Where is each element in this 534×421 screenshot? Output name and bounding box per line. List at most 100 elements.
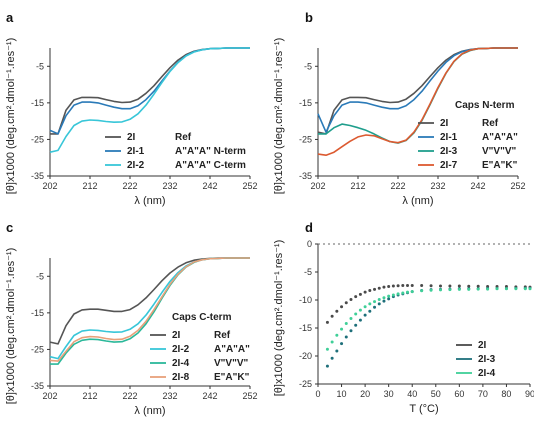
data-point — [410, 290, 414, 294]
y-tick-label: -25 — [299, 379, 312, 389]
y-tick-label: -10 — [299, 295, 312, 305]
series-2i-7 — [317, 47, 518, 156]
legend-series-name: 2I-7 — [440, 160, 458, 171]
y-tick-label: -35 — [299, 171, 312, 181]
y-tick-label: -35 — [31, 171, 44, 181]
data-point — [420, 283, 424, 287]
data-point — [523, 287, 527, 291]
series-2i-4 — [325, 287, 532, 351]
data-point — [514, 287, 518, 291]
data-point — [368, 309, 372, 313]
y-tick-label: -25 — [31, 134, 44, 144]
data-point — [387, 285, 391, 289]
data-point — [330, 314, 334, 318]
x-tick-label: 202 — [42, 181, 57, 191]
x-tick-label: 232 — [162, 391, 177, 401]
legend-series-name: 2I-4 — [172, 358, 190, 369]
x-tick-label: 20 — [360, 389, 370, 399]
y-tick-label: -25 — [299, 134, 312, 144]
x-tick-label: 212 — [350, 181, 365, 191]
x-tick-label: 60 — [454, 389, 464, 399]
series-2i-1 — [49, 47, 250, 135]
data-point — [391, 293, 395, 297]
data-point — [373, 305, 377, 309]
data-point — [406, 290, 410, 294]
data-point — [349, 297, 353, 301]
series-2i — [325, 283, 532, 324]
data-point — [363, 313, 367, 317]
y-tick-label: -15 — [31, 308, 44, 318]
data-point — [504, 287, 508, 291]
data-point — [476, 287, 480, 291]
data-point — [391, 284, 395, 288]
series-line-2i-2 — [49, 47, 250, 153]
data-point — [344, 301, 348, 305]
x-tick-label: 212 — [82, 181, 97, 191]
legend-series-label: A"A"A" — [214, 344, 250, 355]
series-line-2i-7 — [317, 47, 518, 156]
data-point — [373, 300, 377, 304]
data-point — [335, 333, 339, 337]
data-point — [382, 296, 386, 300]
chart-panel-c: c 202 212 222 232 242 252 -5 -15 -25 -35 λ (nm) [θ]x… — [5, 220, 258, 417]
legend-series-name: 2I-3 — [478, 354, 496, 365]
panel-letter-b: b — [305, 10, 313, 25]
y-tick-label: -5 — [304, 267, 312, 277]
y-axis-label: [θ]x1000 (deg.cm².dmol⁻¹.res⁻¹) — [5, 38, 17, 195]
data-point — [438, 288, 442, 292]
y-tick-label: 0 — [307, 239, 312, 249]
legend-series-label: V"V"V" — [482, 146, 516, 157]
x-tick-label: 40 — [407, 389, 417, 399]
data-point — [429, 284, 433, 288]
legend-series-label: A"A"A" — [482, 132, 518, 143]
y-tick-label: -35 — [31, 381, 44, 391]
data-point — [396, 292, 400, 296]
y-axis-label: [θ]x1000 (deg.cm².dmol⁻¹.res⁻¹) — [273, 240, 285, 397]
legend-series-name: 2I — [127, 132, 136, 143]
x-tick-label: 242 — [470, 181, 485, 191]
data-point — [363, 290, 367, 294]
data-point — [373, 287, 377, 291]
data-point — [344, 322, 348, 326]
y-axis-label: [θ]x1000 (deg.cm².dmol⁻¹.res⁻¹) — [5, 248, 17, 405]
y-tick-label: -5 — [304, 61, 312, 71]
x-tick-label: 10 — [337, 389, 347, 399]
data-point — [363, 305, 367, 309]
series-2i-2 — [49, 47, 250, 153]
data-point — [420, 289, 424, 293]
data-point — [377, 297, 381, 301]
series-line-2i — [50, 47, 250, 135]
y-tick-label: -5 — [36, 271, 44, 281]
series-2i — [50, 47, 250, 135]
x-tick-label: 202 — [42, 391, 57, 401]
data-point — [368, 302, 372, 306]
data-point — [354, 295, 358, 299]
y-tick-label: -5 — [36, 61, 44, 71]
panel-letter-a: a — [6, 10, 14, 25]
legend-series-label: A"A"A" N-term — [175, 146, 246, 157]
legend-series-name: 2I-1 — [440, 132, 458, 143]
data-point — [325, 364, 329, 368]
data-point — [401, 291, 405, 295]
data-point — [377, 286, 381, 290]
legend-series-name: 2I-1 — [127, 146, 145, 157]
data-point — [349, 329, 353, 333]
data-point — [330, 340, 334, 344]
x-tick-label: 242 — [202, 181, 217, 191]
data-point — [448, 288, 452, 292]
chart-panel-b: b 202 212 222 232 242 252 -5 -15 -25 -35 λ (nm) [θ]x… — [273, 10, 526, 207]
legend-series-label: Ref — [214, 330, 231, 341]
x-tick-label: 202 — [310, 181, 325, 191]
data-point — [476, 284, 480, 288]
data-point — [429, 288, 433, 292]
y-tick-label: -15 — [299, 98, 312, 108]
chart-panel-a: a 202 212 222 232 242 252 -5 -15 -25 -35 λ (nm) [θ]x… — [5, 10, 258, 207]
panel-caption: Caps N-term — [455, 100, 515, 111]
x-axis-label: λ (nm) — [134, 405, 165, 417]
x-tick-label: 30 — [384, 389, 394, 399]
data-point — [406, 283, 410, 287]
data-point — [344, 335, 348, 339]
x-tick-label: 80 — [501, 389, 511, 399]
data-point — [387, 294, 391, 298]
